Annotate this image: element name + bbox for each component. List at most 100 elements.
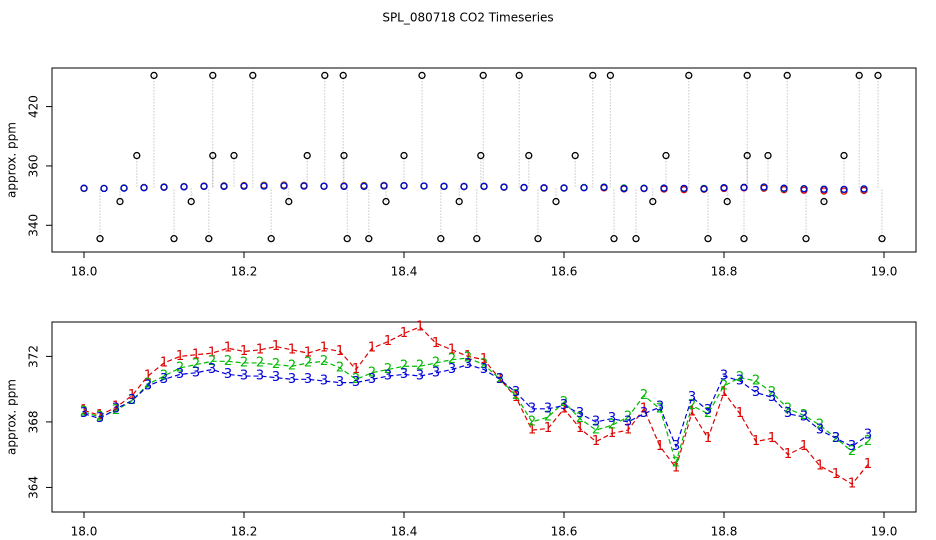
point-marker: 3 bbox=[112, 401, 120, 416]
point-marker: 3 bbox=[576, 406, 584, 421]
point-marker: 2 bbox=[864, 434, 872, 449]
point-marker: 3 bbox=[416, 369, 424, 384]
point bbox=[240, 182, 248, 190]
point bbox=[560, 184, 568, 192]
point-marker: 2 bbox=[256, 355, 264, 370]
point-marker: 1 bbox=[608, 426, 616, 441]
point bbox=[783, 71, 791, 80]
point bbox=[700, 185, 708, 193]
point bbox=[460, 182, 468, 191]
point bbox=[480, 182, 488, 190]
point-marker: 1 bbox=[400, 326, 408, 341]
point-marker: 1 bbox=[864, 457, 872, 472]
point-marker: 2 bbox=[400, 359, 408, 374]
point-marker: 2 bbox=[208, 354, 216, 369]
point-marker: 2 bbox=[544, 410, 552, 425]
point bbox=[580, 184, 588, 192]
point-marker: 2 bbox=[656, 401, 664, 416]
point-marker: 3 bbox=[144, 378, 152, 393]
point bbox=[321, 71, 329, 80]
point bbox=[855, 71, 863, 80]
x-tick-label: 19.0 bbox=[871, 265, 898, 279]
point-marker: 1 bbox=[256, 342, 264, 357]
point-marker: 2 bbox=[576, 411, 584, 426]
point bbox=[520, 183, 528, 192]
point-marker: 1 bbox=[800, 439, 808, 454]
point bbox=[420, 182, 428, 190]
point-marker: 1 bbox=[80, 403, 88, 418]
point bbox=[840, 185, 848, 194]
point-marker: 3 bbox=[608, 411, 616, 426]
point bbox=[437, 234, 445, 243]
point-marker: 3 bbox=[624, 414, 632, 429]
x-tick-label: 18.0 bbox=[71, 265, 98, 279]
point-marker: 3 bbox=[496, 372, 504, 387]
point-marker: 1 bbox=[336, 344, 344, 359]
point-marker: 2 bbox=[368, 365, 376, 380]
point-marker: 3 bbox=[720, 369, 728, 384]
series-line bbox=[83, 357, 869, 466]
point bbox=[743, 151, 751, 160]
point bbox=[500, 183, 508, 191]
point bbox=[200, 182, 208, 191]
point-marker: 2 bbox=[832, 431, 840, 446]
point bbox=[552, 197, 560, 206]
point bbox=[365, 234, 373, 243]
point-marker: 1 bbox=[224, 341, 232, 356]
point-marker: 2 bbox=[736, 370, 744, 385]
point bbox=[680, 184, 688, 192]
point-marker: 2 bbox=[816, 418, 824, 433]
point bbox=[525, 151, 533, 160]
y-tick-label: 372 bbox=[27, 345, 41, 368]
point-marker: 1 bbox=[720, 385, 728, 400]
point bbox=[418, 71, 426, 80]
point-marker: 3 bbox=[560, 398, 568, 413]
point-marker: 2 bbox=[560, 395, 568, 410]
point-marker: 2 bbox=[352, 372, 360, 387]
point-marker: 1 bbox=[832, 467, 840, 482]
point bbox=[878, 234, 886, 243]
y-axis-title: approx. ppm bbox=[5, 122, 19, 198]
point-marker: 3 bbox=[432, 365, 440, 380]
point bbox=[704, 234, 712, 243]
point-marker: 3 bbox=[480, 362, 488, 377]
point bbox=[285, 197, 293, 206]
point bbox=[280, 182, 288, 190]
point-marker: 2 bbox=[688, 398, 696, 413]
point-marker: 3 bbox=[368, 372, 376, 387]
point bbox=[382, 197, 390, 206]
point-marker: 3 bbox=[800, 410, 808, 425]
point bbox=[80, 184, 88, 192]
point-marker: 3 bbox=[528, 401, 536, 416]
point bbox=[720, 184, 728, 192]
point-marker: 3 bbox=[832, 431, 840, 446]
point-marker: 3 bbox=[160, 372, 168, 387]
point-marker: 1 bbox=[464, 349, 472, 364]
point bbox=[400, 151, 408, 160]
point bbox=[764, 151, 772, 160]
point bbox=[100, 184, 108, 193]
point-marker: 1 bbox=[384, 334, 392, 349]
point-marker: 2 bbox=[768, 385, 776, 400]
point-marker: 3 bbox=[448, 362, 456, 377]
point-marker: 3 bbox=[352, 375, 360, 390]
point-marker: 3 bbox=[864, 428, 872, 443]
series-line bbox=[83, 363, 869, 449]
x-tick-label: 18.4 bbox=[391, 525, 418, 539]
point bbox=[120, 184, 128, 192]
point bbox=[230, 151, 238, 160]
point bbox=[339, 71, 347, 80]
point-marker: 2 bbox=[784, 401, 792, 416]
point-marker: 3 bbox=[128, 393, 136, 408]
point bbox=[515, 71, 523, 80]
plot-frame bbox=[51, 67, 917, 253]
point-marker: 1 bbox=[528, 423, 536, 438]
x-tick-label: 18.0 bbox=[71, 525, 98, 539]
point-marker: 1 bbox=[304, 346, 312, 361]
point bbox=[140, 184, 148, 192]
point-marker: 1 bbox=[816, 459, 824, 474]
point-marker: 3 bbox=[784, 406, 792, 421]
chart-title: SPL_080718 CO2 Timeseries bbox=[382, 11, 553, 25]
y-tick-label: 364 bbox=[27, 476, 41, 499]
